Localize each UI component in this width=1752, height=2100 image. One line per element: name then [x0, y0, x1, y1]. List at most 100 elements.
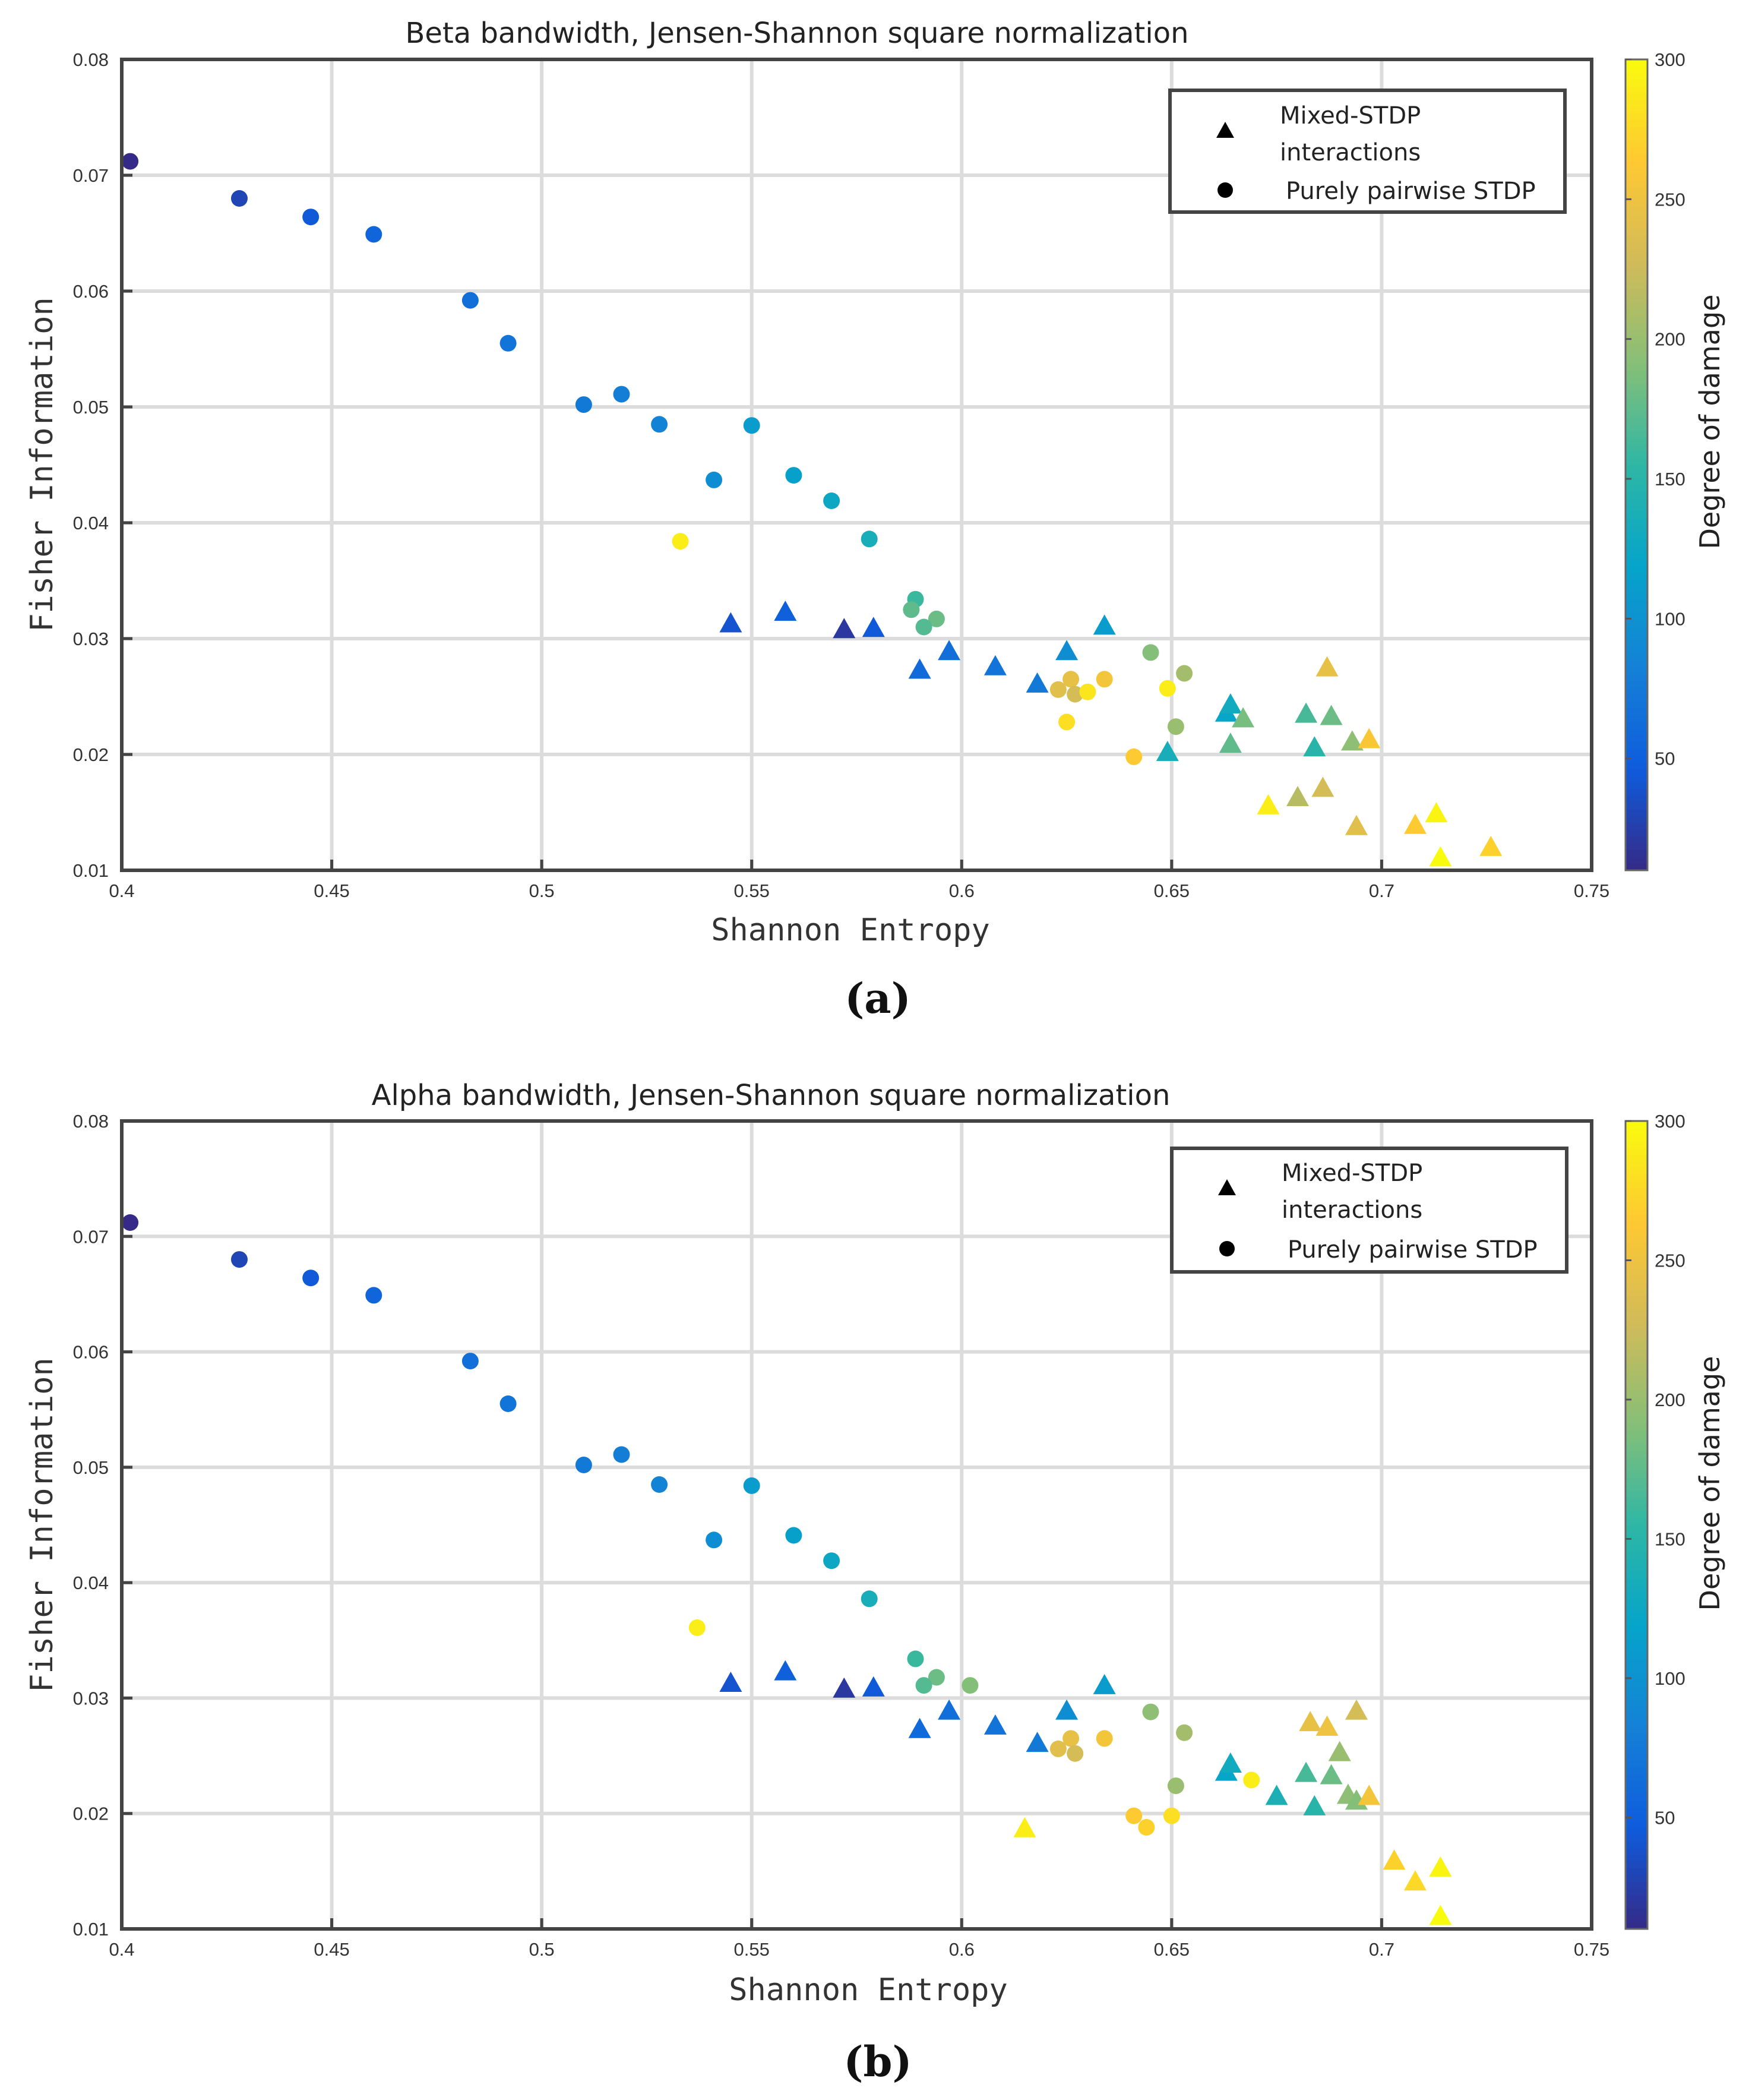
colorbar-segment	[1625, 674, 1647, 682]
colorbar-segment	[1625, 1397, 1647, 1404]
mixed-stdp-point	[1345, 814, 1368, 835]
pairwise-stdp-point	[1062, 671, 1080, 688]
colorbar-segment	[1625, 728, 1647, 736]
mixed-stdp-point	[938, 1699, 961, 1720]
x-tick-label: 0.45	[314, 880, 349, 901]
mixed-stdp-point	[908, 1717, 931, 1738]
colorbar-segment	[1625, 1404, 1647, 1411]
pairwise-stdp-point	[907, 1650, 924, 1668]
mixed-stdp-point	[1219, 1752, 1242, 1773]
colorbar-segment	[1625, 721, 1647, 729]
colorbar-segment	[1625, 127, 1647, 134]
colorbar-segment	[1625, 478, 1647, 486]
pairwise-stdp-point	[613, 386, 630, 403]
colorbar-segment	[1625, 1174, 1647, 1182]
colorbar-label-b: Degree of damage	[1694, 1356, 1726, 1611]
mixed-stdp-point	[1295, 1761, 1318, 1782]
mixed-stdp-point	[774, 601, 797, 621]
colorbar-segment	[1625, 755, 1647, 763]
marks-a	[122, 153, 1503, 867]
colorbar-segment	[1625, 1161, 1647, 1169]
colorbar-segment	[1625, 1525, 1647, 1533]
chart-title-b: Alpha bandwidth, Jensen-Shannon square n…	[372, 1079, 1171, 1112]
colorbar-segment	[1625, 1841, 1647, 1849]
colorbar-segment	[1625, 579, 1647, 588]
pairwise-stdp-point	[613, 1446, 630, 1463]
mixed-stdp-point	[1328, 1741, 1351, 1761]
legend-triangle-icon	[1216, 122, 1234, 138]
mixed-stdp-point	[1026, 672, 1049, 693]
mixed-stdp-point	[1320, 1764, 1343, 1785]
colorbar-segment	[1625, 154, 1647, 162]
colorbar-segment	[1625, 302, 1647, 310]
colorbar-gradient-b	[1625, 1121, 1647, 1930]
y-tick-label: 0.08	[73, 1111, 109, 1132]
colorbar-segment	[1625, 1599, 1647, 1606]
colorbar-segment	[1625, 552, 1647, 560]
colorbar-ticks-a: 50 100 150 200 250 300	[1625, 49, 1685, 769]
colorbar-segment	[1625, 93, 1647, 101]
colorbar-segment	[1625, 113, 1647, 121]
colorbar-segment	[1625, 701, 1647, 709]
colorbar-segment	[1625, 498, 1647, 506]
pairwise-stdp-point	[302, 209, 320, 226]
colorbar-segment	[1625, 1639, 1647, 1647]
colorbar-segment	[1625, 1417, 1647, 1425]
pairwise-stdp-point	[1167, 718, 1184, 735]
x-tick-label: 0.65	[1154, 880, 1190, 901]
pairwise-stdp-point	[651, 416, 668, 433]
pairwise-stdp-point	[743, 417, 760, 434]
colorbar-segment	[1625, 330, 1647, 337]
colorbar-segment	[1625, 188, 1647, 195]
pairwise-stdp-point	[903, 601, 920, 618]
x-tick-label: 0.75	[1574, 1939, 1609, 1960]
colorbar-segment	[1625, 289, 1647, 296]
pairwise-stdp-point	[1049, 1740, 1067, 1757]
pairwise-stdp-point	[575, 1457, 592, 1473]
pairwise-stdp-point	[861, 530, 878, 548]
x-tick-label: 0.55	[734, 880, 770, 901]
mixed-stdp-point	[983, 1714, 1007, 1735]
colorbar-segment	[1625, 316, 1647, 324]
colorbar-segment	[1625, 194, 1647, 202]
colorbar-segment	[1625, 1915, 1647, 1923]
mixed-stdp-point	[1093, 1673, 1116, 1694]
colorbar-segment	[1625, 1242, 1647, 1250]
x-tick-label: 0.5	[529, 880, 555, 901]
colorbar-segment	[1625, 1309, 1647, 1317]
pairwise-stdp-point	[915, 618, 932, 636]
colorbar-tick-label: 100	[1655, 608, 1685, 629]
colorbar-segment	[1625, 1889, 1647, 1896]
pairwise-stdp-point	[672, 533, 689, 550]
colorbar-gradient-a	[1625, 59, 1647, 871]
colorbar-segment	[1625, 647, 1647, 655]
mixed-stdp-point	[1219, 693, 1242, 713]
colorbar-segment	[1625, 1780, 1647, 1788]
colorbar-segment	[1625, 1363, 1647, 1371]
colorbar-segment	[1625, 1868, 1647, 1876]
pairwise-stdp-point	[915, 1677, 932, 1694]
colorbar-segment	[1625, 667, 1647, 675]
colorbar-segment	[1625, 1632, 1647, 1640]
colorbar-segment	[1625, 782, 1647, 790]
mixed-stdp-point	[1358, 1785, 1381, 1805]
colorbar-segment	[1625, 1538, 1647, 1546]
colorbar-segment	[1625, 465, 1647, 472]
colorbar-segment	[1625, 86, 1647, 94]
colorbar-segment	[1625, 276, 1647, 283]
x-ticks-b: 0.4 0.45 0.5 0.55 0.6 0.65 0.7 0.75	[109, 1918, 1609, 1960]
colorbar-segment	[1625, 566, 1647, 574]
colorbar-tick-label: 250	[1655, 189, 1685, 210]
colorbar-segment	[1625, 1659, 1647, 1667]
colorbar-segment	[1625, 1390, 1647, 1398]
pairwise-stdp-point	[231, 1251, 248, 1268]
colorbar-segment	[1625, 1774, 1647, 1782]
colorbar-segment	[1625, 228, 1647, 236]
pairwise-stdp-point	[1138, 1819, 1155, 1836]
colorbar-segment	[1625, 458, 1647, 466]
colorbar-segment	[1625, 1808, 1647, 1815]
colorbar-segment	[1625, 708, 1647, 716]
colorbar-segment	[1625, 823, 1647, 830]
colorbar-segment	[1625, 1350, 1647, 1357]
